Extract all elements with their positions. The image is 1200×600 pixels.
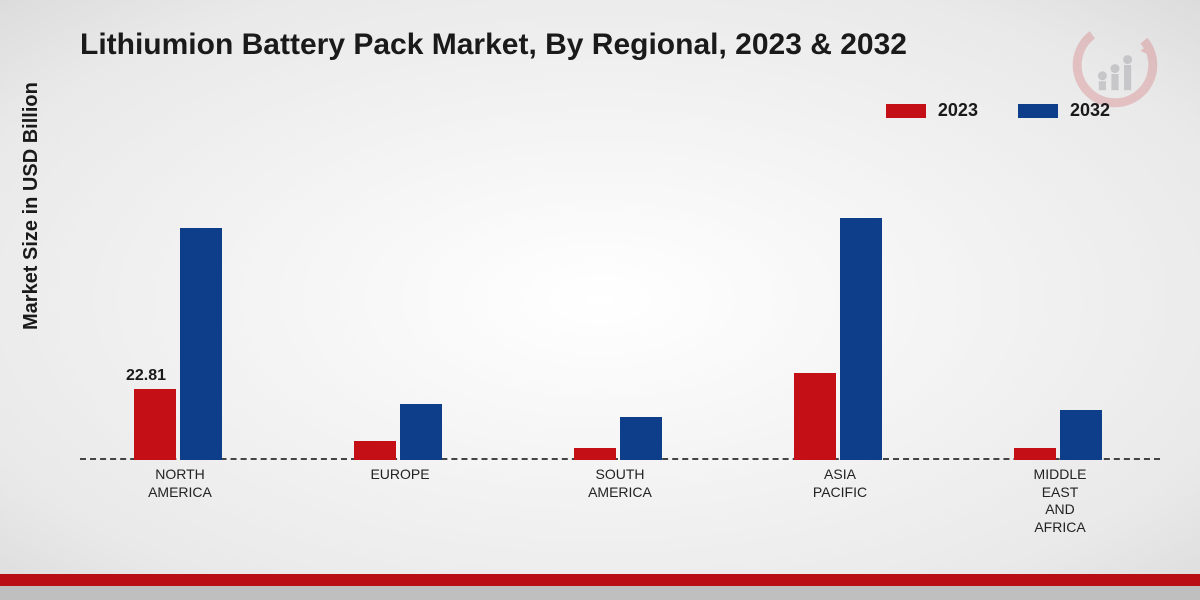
y-axis-label: Market Size in USD Billion: [20, 82, 43, 330]
legend-item-2032: 2032: [1018, 100, 1110, 121]
bar-2023: [134, 389, 176, 460]
footer-grey-bar: [0, 586, 1200, 600]
legend-label-2032: 2032: [1070, 100, 1110, 121]
watermark-logo-icon: [1070, 20, 1160, 110]
x-axis-labels: NORTH AMERICA EUROPE SOUTH AMERICA ASIA PAC…: [80, 466, 1160, 566]
chart-title: Lithiumion Battery Pack Market, By Regio…: [80, 28, 907, 62]
x-axis-category-label: MIDDLE EAST AND AFRICA: [980, 466, 1140, 536]
bar-2023: [1014, 448, 1056, 460]
plot-area: 22.81: [80, 150, 1160, 460]
bar-2032: [180, 228, 222, 461]
bar-value-label: 22.81: [126, 367, 166, 385]
bar-2023: [574, 448, 616, 460]
bar-2032: [400, 404, 442, 460]
legend-swatch-2023: [886, 104, 926, 118]
bar-2023: [794, 373, 836, 460]
x-axis-category-label: ASIA PACIFIC: [760, 466, 920, 501]
bar-2032: [840, 218, 882, 460]
bar-2032: [1060, 410, 1102, 460]
x-axis-category-label: EUROPE: [320, 466, 480, 484]
legend-label-2023: 2023: [938, 100, 978, 121]
bar-2023: [354, 441, 396, 460]
footer-accent-bar: [0, 574, 1200, 586]
legend-swatch-2032: [1018, 104, 1058, 118]
x-axis-category-label: NORTH AMERICA: [100, 466, 260, 501]
bar-2032: [620, 417, 662, 460]
x-axis-category-label: SOUTH AMERICA: [540, 466, 700, 501]
legend-item-2023: 2023: [886, 100, 978, 121]
chart-canvas: Lithiumion Battery Pack Market, By Regio…: [0, 0, 1200, 600]
legend: 2023 2032: [886, 100, 1110, 121]
